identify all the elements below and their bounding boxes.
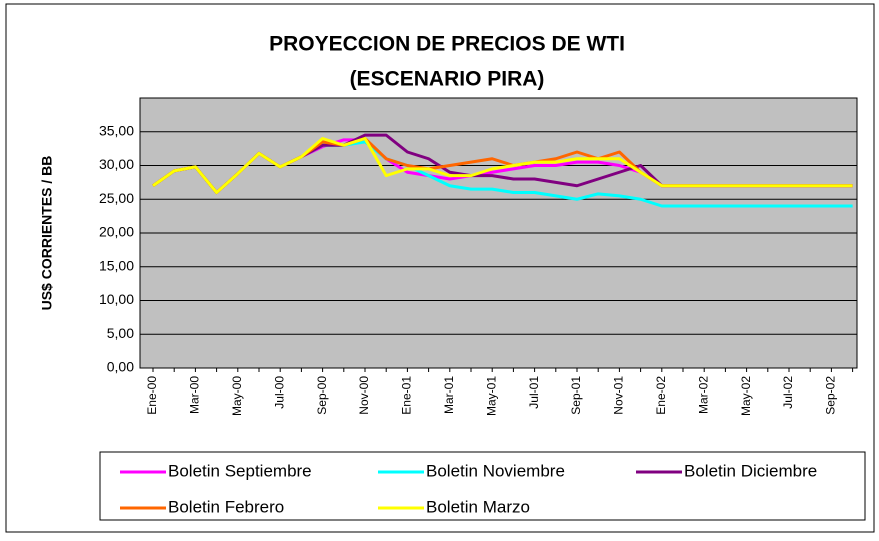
- x-tick-label: Jul-00: [272, 376, 286, 409]
- y-tick-label: 10,00: [99, 291, 134, 307]
- chart-subtitle: (ESCENARIO PIRA): [350, 68, 545, 91]
- x-tick-label: Mar-00: [188, 376, 202, 414]
- y-tick-label: 35,00: [99, 122, 134, 138]
- x-tick-label: Ene-02: [654, 376, 668, 415]
- x-tick-label: Nov-00: [357, 376, 371, 415]
- legend-box: [99, 451, 866, 521]
- y-tick-label: 25,00: [99, 190, 134, 206]
- x-tick-label: May-00: [230, 376, 244, 416]
- x-tick-label: May-02: [739, 376, 753, 416]
- x-tick-label: Ene-00: [145, 376, 159, 415]
- y-tick-label: 15,00: [99, 257, 134, 273]
- y-tick-label: 30,00: [99, 156, 134, 172]
- y-tick-label: 0,00: [107, 359, 134, 375]
- x-tick-label: May-01: [484, 376, 498, 416]
- x-tick-label: Jul-02: [781, 376, 795, 409]
- series-line: [152, 137, 853, 194]
- y-tick-label: 5,00: [107, 325, 134, 341]
- y-axis-label: US$ CORRIENTES / BB: [39, 156, 55, 311]
- legend-label: Boletin Septiembre: [168, 461, 312, 480]
- y-tick-label: 20,00: [99, 224, 134, 240]
- x-tick-label: Nov-01: [612, 376, 626, 415]
- legend-label: Boletin Febrero: [168, 497, 284, 516]
- x-tick-label: Ene-01: [400, 376, 414, 415]
- legend-label: Boletin Marzo: [426, 497, 530, 516]
- chart-title: PROYECCION DE PRECIOS DE WTI: [269, 33, 625, 56]
- x-tick-label: Jul-01: [527, 376, 541, 409]
- x-tick-label: Sep-01: [569, 376, 583, 415]
- x-tick-label: Sep-02: [824, 376, 838, 415]
- x-tick-label: Mar-01: [442, 376, 456, 414]
- legend-label: Boletin Diciembre: [684, 461, 817, 480]
- x-tick-label: Sep-00: [315, 376, 329, 415]
- x-tick-label: Mar-02: [696, 376, 710, 414]
- legend-label: Boletin Noviembre: [426, 461, 565, 480]
